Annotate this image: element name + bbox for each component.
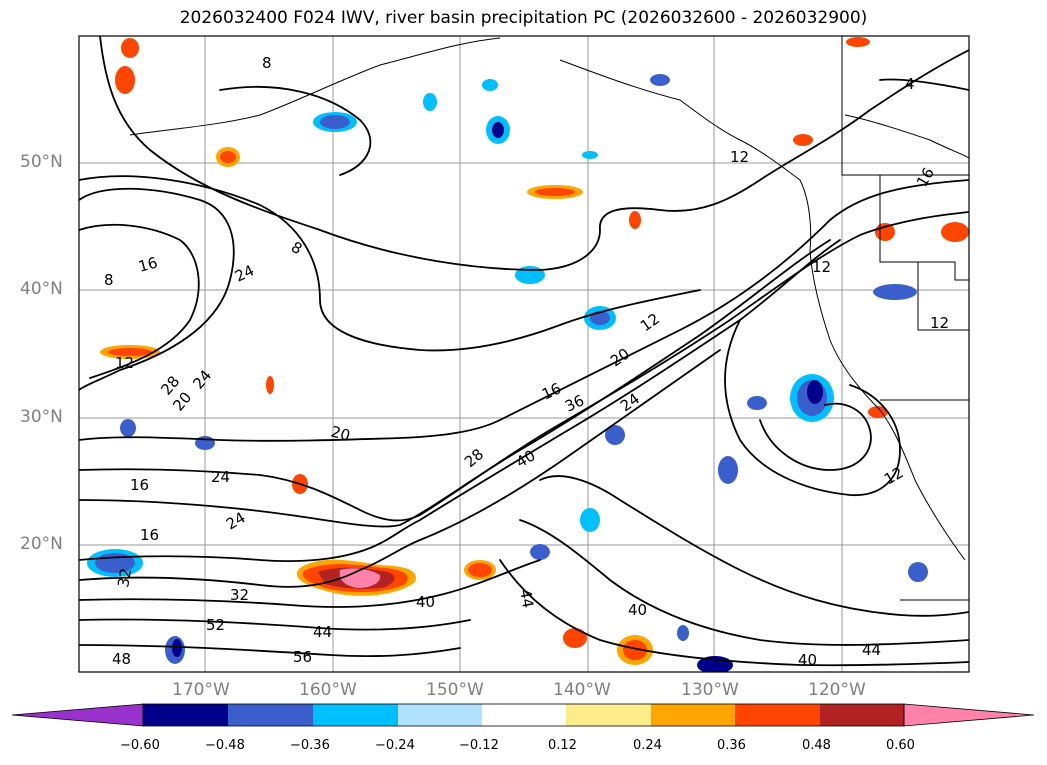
colorbar-over-arrow [903, 703, 1035, 727]
colorbar-tick-label: 0.36 [717, 738, 746, 753]
colorbar-bin [482, 704, 566, 726]
svg-text:20: 20 [607, 345, 633, 371]
colorbar-tick-label: 0.12 [548, 738, 577, 753]
svg-text:52: 52 [206, 616, 225, 634]
svg-text:20: 20 [329, 422, 352, 444]
svg-text:8: 8 [104, 271, 114, 289]
graticule [79, 36, 969, 672]
iwv-contour-labels: 4 8 8 8 16 24 12 12 12 12 12 16 16 20 20… [104, 54, 949, 669]
lon-label: 140°W [553, 680, 611, 700]
svg-text:40: 40 [628, 601, 647, 619]
lat-label: 40°N [20, 279, 63, 299]
svg-text:8: 8 [262, 54, 272, 72]
colorbar-tick-label: 0.48 [802, 738, 831, 753]
colorbar-tick-label: −0.24 [375, 738, 415, 753]
lat-label: 30°N [20, 407, 63, 427]
svg-text:24: 24 [211, 468, 230, 486]
chart-title: 2026032400 F024 IWV, river basin precipi… [179, 8, 868, 28]
svg-text:24: 24 [617, 390, 643, 416]
colorbar-tick-label: 0.24 [633, 738, 662, 753]
colorbar-tick-label: −0.48 [205, 738, 245, 753]
colorbar-tick-label: −0.60 [120, 738, 160, 753]
map-frame [78, 35, 970, 673]
lon-label: 150°W [426, 680, 484, 700]
coastlines [129, 36, 969, 601]
colorbar-bin [398, 704, 482, 726]
svg-text:24: 24 [223, 508, 249, 533]
colorbar-under-arrow [11, 703, 144, 727]
lon-label: 120°W [808, 680, 866, 700]
lon-label: 170°W [172, 680, 230, 700]
svg-text:16: 16 [136, 254, 159, 276]
colorbar-bin [820, 704, 904, 726]
svg-text:28: 28 [461, 445, 487, 471]
colorbar-bin [143, 704, 228, 726]
colorbar-bin [313, 704, 398, 726]
precipitation-anomaly-field [87, 37, 969, 672]
colorbar-bin [566, 704, 651, 726]
svg-text:12: 12 [930, 314, 949, 332]
svg-text:40: 40 [798, 651, 817, 669]
svg-text:16: 16 [140, 526, 159, 544]
svg-text:40: 40 [416, 593, 435, 611]
colorbar-bin [651, 704, 735, 726]
colorbar-tick-label: 0.60 [886, 738, 915, 753]
colorbar [11, 703, 1035, 727]
svg-text:12: 12 [730, 148, 749, 166]
svg-text:8: 8 [288, 238, 305, 258]
svg-text:12: 12 [115, 354, 134, 372]
svg-text:16: 16 [539, 379, 564, 403]
colorbar-bin [228, 704, 313, 726]
svg-text:44: 44 [313, 623, 332, 641]
iwv-contours [79, 36, 969, 667]
svg-text:4: 4 [905, 75, 915, 93]
svg-text:44: 44 [862, 641, 881, 659]
svg-text:44: 44 [516, 588, 537, 610]
colorbar-tick-label: −0.12 [459, 738, 499, 753]
lon-label: 130°W [681, 680, 739, 700]
svg-text:56: 56 [293, 648, 312, 666]
lat-label: 50°N [20, 152, 63, 172]
svg-text:32: 32 [230, 586, 249, 604]
colorbar-tick-label: −0.36 [290, 738, 330, 753]
svg-text:16: 16 [130, 476, 149, 494]
svg-text:24: 24 [189, 366, 215, 392]
svg-text:12: 12 [637, 310, 663, 336]
svg-text:12: 12 [812, 258, 831, 276]
lat-label: 20°N [20, 534, 63, 554]
svg-text:32: 32 [114, 567, 135, 589]
lon-label: 160°W [299, 680, 357, 700]
colorbar-bin [735, 704, 820, 726]
svg-text:24: 24 [232, 261, 257, 285]
svg-text:48: 48 [112, 650, 131, 668]
